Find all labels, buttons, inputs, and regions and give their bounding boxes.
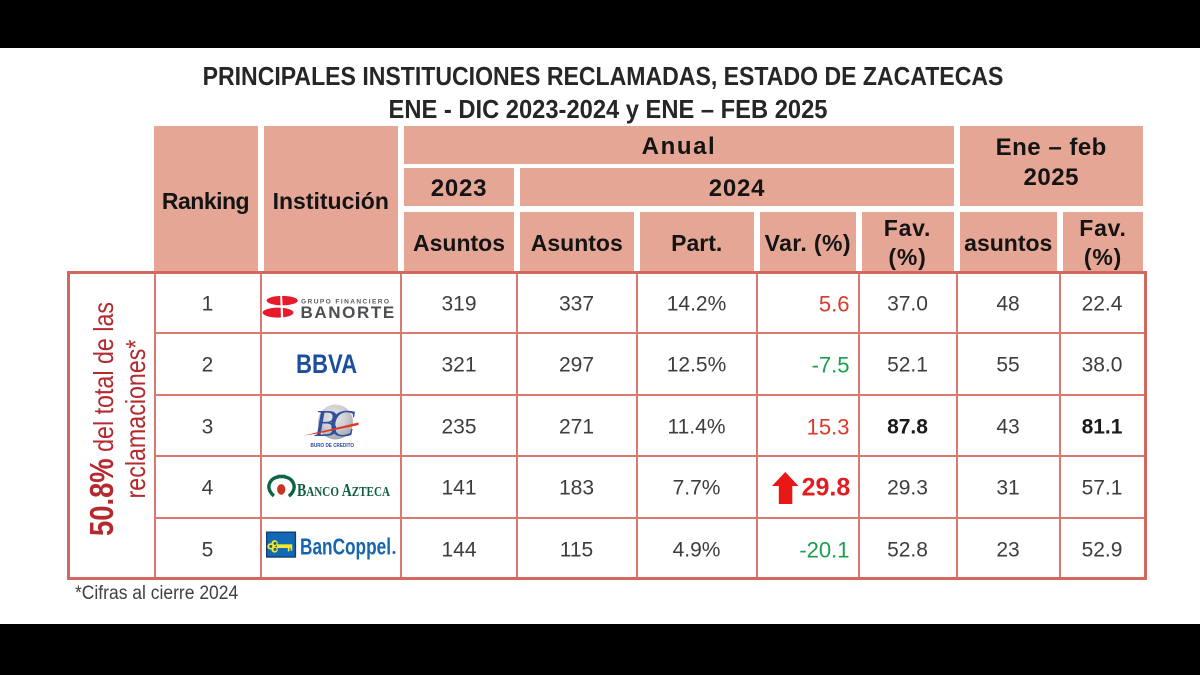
svg-text:BANORTE: BANORTE xyxy=(301,303,396,321)
svg-text:BURO DE CREDITO: BURO DE CREDITO xyxy=(311,443,355,449)
svg-text:GRUPO FINANCIERO: GRUPO FINANCIERO xyxy=(301,299,390,306)
svg-text:BANCO AZTECA: BANCO AZTECA xyxy=(297,480,391,500)
svg-text:BanCoppel: BanCoppel xyxy=(300,534,391,560)
